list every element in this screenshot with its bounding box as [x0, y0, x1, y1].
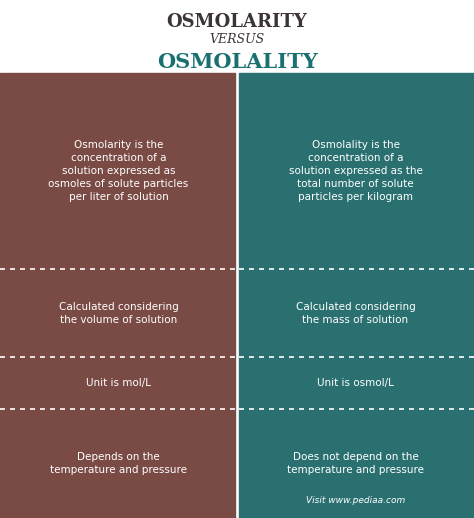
Text: Unit is osmol/L: Unit is osmol/L [317, 378, 394, 388]
Bar [0, 73, 235, 269]
Text: Visit www.pediaa.com: Visit www.pediaa.com [306, 496, 405, 505]
Text: VERSUS: VERSUS [210, 33, 264, 46]
Text: OSMOLARITY: OSMOLARITY [167, 13, 307, 31]
Text: Osmolality is the
concentration of a
solution expressed as the
total number of s: Osmolality is the concentration of a sol… [289, 139, 422, 203]
Text: Calculated considering
the mass of solution: Calculated considering the mass of solut… [296, 302, 415, 325]
Bar [239, 73, 474, 269]
Text: Osmolarity is the
concentration of a
solution expressed as
osmoles of solute par: Osmolarity is the concentration of a sol… [48, 139, 189, 203]
Text: Depends on the
temperature and pressure: Depends on the temperature and pressure [50, 452, 187, 475]
Text: Unit is mol/L: Unit is mol/L [86, 378, 151, 388]
Bar [239, 409, 474, 518]
Bar [239, 357, 474, 409]
Bar [239, 269, 474, 357]
Bar [0, 269, 235, 357]
Text: Does not depend on the
temperature and pressure: Does not depend on the temperature and p… [287, 452, 424, 475]
Bar [0, 0, 474, 73]
Text: Calculated considering
the volume of solution: Calculated considering the volume of sol… [59, 302, 178, 325]
Text: OSMOLALITY: OSMOLALITY [156, 52, 318, 72]
Bar [0, 409, 235, 518]
Bar [0, 357, 235, 409]
